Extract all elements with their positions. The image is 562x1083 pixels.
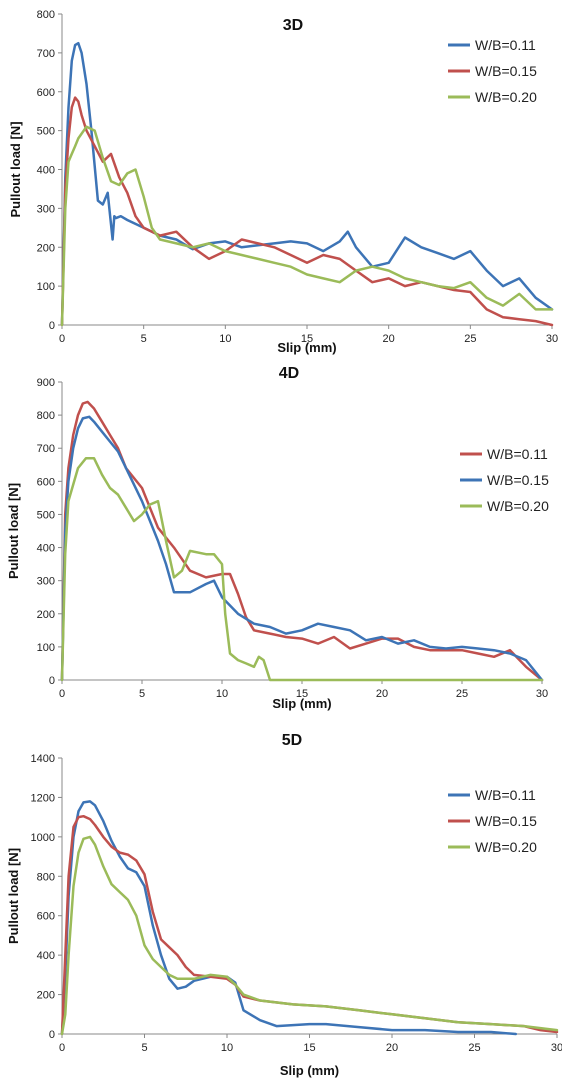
chart-4d-x-axis-title: Slip (mm) bbox=[272, 696, 331, 711]
chart-4d-x-tick-label: 25 bbox=[456, 688, 468, 700]
chart-5d-y-tick-label: 200 bbox=[37, 990, 55, 1002]
chart-4d-legend-label-0: W/B=0.11 bbox=[487, 446, 548, 462]
chart-4d-y-tick-label: 100 bbox=[37, 642, 55, 654]
chart-4d-y-axis-title: Pullout load [N] bbox=[6, 483, 21, 579]
chart-4d-x-tick-label: 5 bbox=[139, 688, 145, 700]
chart-4d-series-line-2 bbox=[60, 456, 544, 682]
chart-3d-x-tick-label: 25 bbox=[464, 333, 476, 345]
chart-4d-x-tick-label: 20 bbox=[376, 688, 388, 700]
chart-3d-y-tick-label: 800 bbox=[37, 9, 55, 21]
chart-5d-x-tick-label: 10 bbox=[221, 1042, 233, 1054]
chart-5d-x-tick-label: 15 bbox=[303, 1042, 315, 1054]
chart-3d-y-tick-label: 400 bbox=[37, 165, 55, 177]
chart-5d-x-tick-label: 25 bbox=[468, 1042, 480, 1054]
chart-4d-y-tick-label: 800 bbox=[37, 410, 55, 422]
chart-3d-legend-label-1: W/B=0.15 bbox=[475, 63, 537, 79]
chart-3d-y-axis-title: Pullout load [N] bbox=[8, 121, 23, 217]
chart-3d-y-tick-label: 600 bbox=[37, 87, 55, 99]
chart-3d-x-tick-label: 30 bbox=[546, 333, 558, 345]
chart-4d-y-tick-label: 300 bbox=[37, 576, 55, 588]
chart-5d-x-axis-title: Slip (mm) bbox=[280, 1063, 339, 1078]
chart-5d-y-tick-label: 800 bbox=[37, 871, 55, 883]
chart-4d-y-tick-label: 0 bbox=[49, 675, 55, 687]
chart-5d-x-tick-label: 30 bbox=[551, 1042, 562, 1054]
chart-4d-legend-label-2: W/B=0.20 bbox=[487, 498, 549, 514]
chart-3d-title: 3D bbox=[283, 17, 303, 34]
chart-5d-series-line-2 bbox=[60, 835, 559, 1036]
chart-3d-x-tick-label: 10 bbox=[219, 333, 231, 345]
chart-5d-series-line-0 bbox=[60, 800, 518, 1036]
chart-3d-y-tick-label: 700 bbox=[37, 48, 55, 60]
chart-3d-panel: 0 100 200 300 400 500 600 700 800 0 5 10 15 20 25 30 3D S… bbox=[0, 0, 562, 358]
chart-3d-y-tick-label: 300 bbox=[37, 203, 55, 215]
chart-3d-series-line-2 bbox=[60, 125, 554, 327]
chart-5d-x-tick-label: 20 bbox=[386, 1042, 398, 1054]
chart-3d-x-tick-label: 0 bbox=[59, 333, 65, 345]
chart-4d-y-tick-label: 900 bbox=[37, 377, 55, 389]
chart-4d-x-tick-label: 0 bbox=[59, 688, 65, 700]
chart-3d-x-tick-label: 5 bbox=[141, 333, 147, 345]
chart-5d-x-tick-label: 5 bbox=[141, 1042, 147, 1054]
chart-3d-svg: 0 100 200 300 400 500 600 700 800 0 5 10 15 20 25 30 3D S… bbox=[8, 9, 558, 355]
chart-4d-x-tick-label: 15 bbox=[296, 688, 308, 700]
chart-3d-y-tick-label: 500 bbox=[37, 126, 55, 138]
chart-5d-y-tick-label: 1200 bbox=[31, 792, 55, 804]
chart-3d-x-tick-label: 20 bbox=[383, 333, 395, 345]
chart-5d-panel: 0 200 400 600 800 1000 1200 1400 0 5 10 15 20 25 30 5D S… bbox=[0, 720, 562, 1083]
chart-3d-legend-label-2: W/B=0.20 bbox=[475, 89, 537, 105]
chart-4d-y-tick-label: 700 bbox=[37, 443, 55, 455]
chart-3d-y-tick-label: 0 bbox=[49, 320, 55, 332]
chart-5d-svg: 0 200 400 600 800 1000 1200 1400 0 5 10 15 20 25 30 5D S… bbox=[6, 732, 562, 1078]
chart-5d-legend-label-2: W/B=0.20 bbox=[475, 839, 537, 855]
chart-5d-y-tick-label: 1400 bbox=[31, 753, 55, 765]
chart-5d-y-tick-label: 600 bbox=[37, 911, 55, 923]
chart-4d-series-line-1 bbox=[60, 415, 544, 682]
chart-4d-x-tick-label: 30 bbox=[536, 688, 548, 700]
chart-4d-y-tick-label: 500 bbox=[37, 509, 55, 521]
chart-3d-x-tick-label: 15 bbox=[301, 333, 313, 345]
chart-3d-y-tick-label: 200 bbox=[37, 242, 55, 254]
chart-5d-legend-label-1: W/B=0.15 bbox=[475, 813, 537, 829]
chart-4d-y-tick-label: 400 bbox=[37, 543, 55, 555]
chart-4d-series-line-0 bbox=[60, 400, 544, 682]
chart-5d-x-tick-label: 0 bbox=[59, 1042, 65, 1054]
chart-5d-y-axis-title: Pullout load [N] bbox=[6, 848, 21, 944]
chart-4d-y-tick-label: 600 bbox=[37, 476, 55, 488]
chart-5d-title: 5D bbox=[282, 732, 302, 749]
chart-4d-panel: 0 100 200 300 400 500 600 700 800 900 0 5 10 15 20 25 30… bbox=[0, 358, 562, 720]
chart-4d-x-tick-label: 10 bbox=[216, 688, 228, 700]
chart-5d-y-tick-label: 1000 bbox=[31, 832, 55, 844]
chart-4d-y-tick-label: 200 bbox=[37, 609, 55, 621]
chart-3d-y-tick-label: 100 bbox=[37, 281, 55, 293]
chart-4d-title: 4D bbox=[279, 365, 299, 382]
chart-3d-series-line-0 bbox=[60, 41, 554, 327]
chart-4d-legend-label-1: W/B=0.15 bbox=[487, 472, 549, 488]
chart-5d-y-tick-label: 0 bbox=[49, 1029, 55, 1041]
chart-5d-y-tick-label: 400 bbox=[37, 950, 55, 962]
chart-3d-legend-label-0: W/B=0.11 bbox=[475, 37, 536, 53]
chart-5d-legend-label-0: W/B=0.11 bbox=[475, 787, 536, 803]
chart-3d-x-axis-title: Slip (mm) bbox=[277, 340, 336, 355]
chart-4d-svg: 0 100 200 300 400 500 600 700 800 900 0 5 10 15 20 25 30… bbox=[6, 365, 549, 711]
